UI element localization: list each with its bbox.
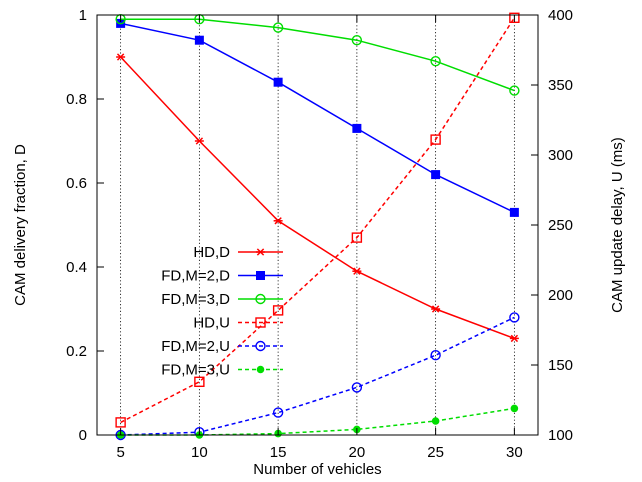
x-tick-label: 10 [191, 444, 208, 461]
legend-marker [256, 248, 265, 256]
y-right-tick-label: 400 [548, 7, 573, 24]
data-point [273, 217, 283, 225]
data-point [431, 417, 440, 425]
legend-label: HD,U [193, 315, 230, 332]
y-right-tick-label: 250 [548, 217, 573, 234]
data-point [431, 170, 441, 180]
legend-label: FD,M=2,D [161, 268, 230, 285]
legend: HD,D FD,M=2,D FD,M=3,D HD,U FD,M=2,U FD,M=3,U [161, 244, 283, 379]
legend-marker [255, 293, 266, 305]
y-left-tick-label: 0 [79, 427, 87, 444]
x-tick-label: 5 [116, 444, 124, 461]
data-point [273, 77, 283, 87]
data-point [352, 123, 362, 133]
y-left-tick-label: 0.6 [66, 175, 87, 192]
data-point [351, 232, 363, 243]
data-point [351, 382, 363, 393]
data-point [351, 35, 363, 46]
series-line [120, 316, 515, 436]
data-point [116, 53, 126, 61]
data-point [272, 407, 284, 418]
data-point [194, 376, 205, 387]
legend-marker [256, 365, 265, 374]
series-line [120, 407, 515, 436]
y-right-tick-label: 150 [548, 357, 573, 374]
series-line [120, 17, 516, 424]
series-0 [116, 53, 519, 343]
data-point [430, 350, 441, 361]
data-point [509, 12, 520, 24]
x-tick-label: 25 [427, 444, 444, 461]
data-point [272, 305, 284, 316]
y-right-tick-label: 300 [548, 147, 573, 164]
data-point [115, 417, 126, 428]
x-tick-label: 30 [506, 444, 523, 461]
y-axis-left-label: CAM delivery fraction, D [12, 144, 29, 306]
data-point [509, 207, 519, 217]
legend-label: FD,M=2,U [161, 338, 230, 355]
data-point [352, 267, 362, 275]
y-right-tick-label: 100 [548, 427, 573, 444]
data-point [509, 85, 520, 96]
legend-marker [255, 340, 266, 352]
legend-marker [256, 271, 265, 280]
data-point [194, 35, 204, 45]
legend-marker [255, 317, 266, 328]
series-line [120, 56, 515, 340]
x-tick-label: 15 [270, 444, 287, 461]
y-axis-right-label: CAM update delay, U (ms) [609, 137, 626, 313]
y-left-tick-label: 0.8 [66, 91, 87, 108]
legend-label: FD,M=3,U [161, 362, 230, 379]
x-axis-label: Number of vehicles [253, 461, 381, 478]
data-point [431, 305, 441, 313]
data-point [272, 22, 284, 33]
data-point [509, 334, 519, 343]
legend-label: HD,D [193, 244, 230, 261]
y-left-tick-label: 1 [79, 7, 87, 24]
data-point [510, 404, 519, 413]
data-point [194, 137, 204, 145]
data-point [509, 312, 520, 323]
y-left-tick-label: 0.4 [66, 259, 87, 276]
y-right-tick-label: 200 [548, 287, 573, 304]
series-2 [115, 14, 520, 96]
data-point [430, 134, 441, 145]
x-tick-label: 20 [349, 444, 366, 461]
series-line [120, 18, 515, 92]
data-point [430, 56, 441, 67]
series-1 [116, 18, 519, 217]
legend-label: FD,M=3,D [161, 291, 230, 308]
series-3 [115, 12, 520, 428]
axes: 5 10 15 20 25 3000.20.40.60.81100150200250300… [66, 7, 573, 461]
y-left-tick-label: 0.2 [66, 343, 87, 360]
series-line [120, 22, 515, 214]
y-right-tick-label: 350 [548, 77, 573, 94]
